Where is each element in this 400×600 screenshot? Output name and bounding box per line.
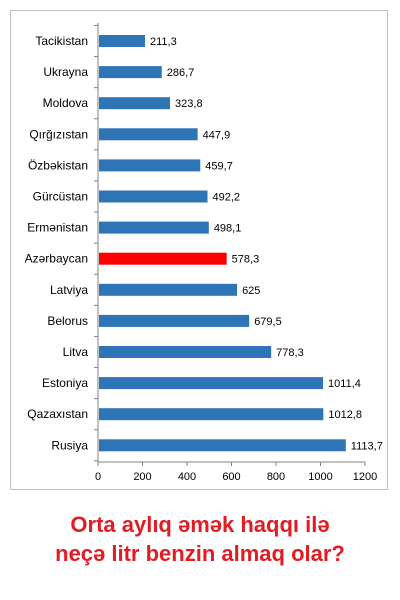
bar-8 xyxy=(99,283,238,296)
value-label: 498,1 xyxy=(214,223,242,235)
chart-frame: 0 200 400 600 800 1000 1200 Tacikistan 211,3 Ukra… xyxy=(10,10,388,490)
category-label: Ukrayna xyxy=(43,65,88,79)
category-label: Gürcüstan xyxy=(33,190,88,204)
bar-3 xyxy=(99,128,198,141)
x-tick-label: 0 xyxy=(95,471,101,483)
x-tick-label: 1000 xyxy=(308,471,332,483)
value-label: 679,5 xyxy=(254,316,282,328)
category-label: Latviya xyxy=(50,283,88,297)
category-label: Özbəkistan xyxy=(28,158,88,172)
bar-5 xyxy=(99,190,208,203)
category-label: Qazaxıstan xyxy=(27,407,88,421)
bar-13 xyxy=(99,439,346,452)
value-label: 1011,4 xyxy=(328,378,361,390)
value-label: 1113,7 xyxy=(351,440,383,452)
x-tick-label: 1200 xyxy=(353,471,377,483)
caption-line-1: Orta aylıq əmək haqqı ilə xyxy=(70,512,330,537)
value-label: 578,3 xyxy=(232,254,260,266)
category-label: Estoniya xyxy=(42,376,88,390)
bar-chart: 0 200 400 600 800 1000 1200 Tacikistan 211,3 Ukra… xyxy=(25,23,383,483)
value-label: 447,9 xyxy=(203,129,231,141)
x-tick-label: 400 xyxy=(178,471,196,483)
chart-caption: Orta aylıq əmək haqqı ilə neçə litr benz… xyxy=(0,510,400,568)
bar-6 xyxy=(99,221,209,234)
bar-10 xyxy=(99,346,272,358)
bar-9 xyxy=(99,314,250,327)
category-label: Ermənistan xyxy=(27,221,88,235)
category-label: Belorus xyxy=(47,314,88,328)
bar-11 xyxy=(99,377,324,390)
value-label: 492,2 xyxy=(213,192,241,204)
category-label: Tacikistan xyxy=(35,34,88,48)
x-tick-label: 800 xyxy=(267,471,285,483)
category-label: Litva xyxy=(63,345,89,359)
value-label: 286,7 xyxy=(167,67,195,79)
value-label: 778,3 xyxy=(276,347,304,359)
bar-7 xyxy=(99,252,227,265)
value-label: 211,3 xyxy=(150,36,177,48)
category-label: Qırğızıstan xyxy=(29,127,88,141)
value-label: 459,7 xyxy=(205,160,233,172)
x-tick-label: 200 xyxy=(133,471,151,483)
category-label: Moldova xyxy=(43,96,89,110)
bar-1 xyxy=(99,66,162,79)
value-label: 625 xyxy=(242,285,260,297)
category-label: Azərbaycan xyxy=(25,252,88,266)
value-label: 1012,8 xyxy=(328,409,362,421)
bar-0 xyxy=(99,35,146,47)
value-label: 323,8 xyxy=(175,98,203,110)
category-label: Rusiya xyxy=(51,438,88,452)
bar-2 xyxy=(99,97,171,110)
bar-12 xyxy=(99,408,324,421)
caption-line-2: neçə litr benzin almaq olar? xyxy=(55,541,345,566)
x-tick-label: 600 xyxy=(222,471,240,483)
bar-4 xyxy=(99,159,201,172)
